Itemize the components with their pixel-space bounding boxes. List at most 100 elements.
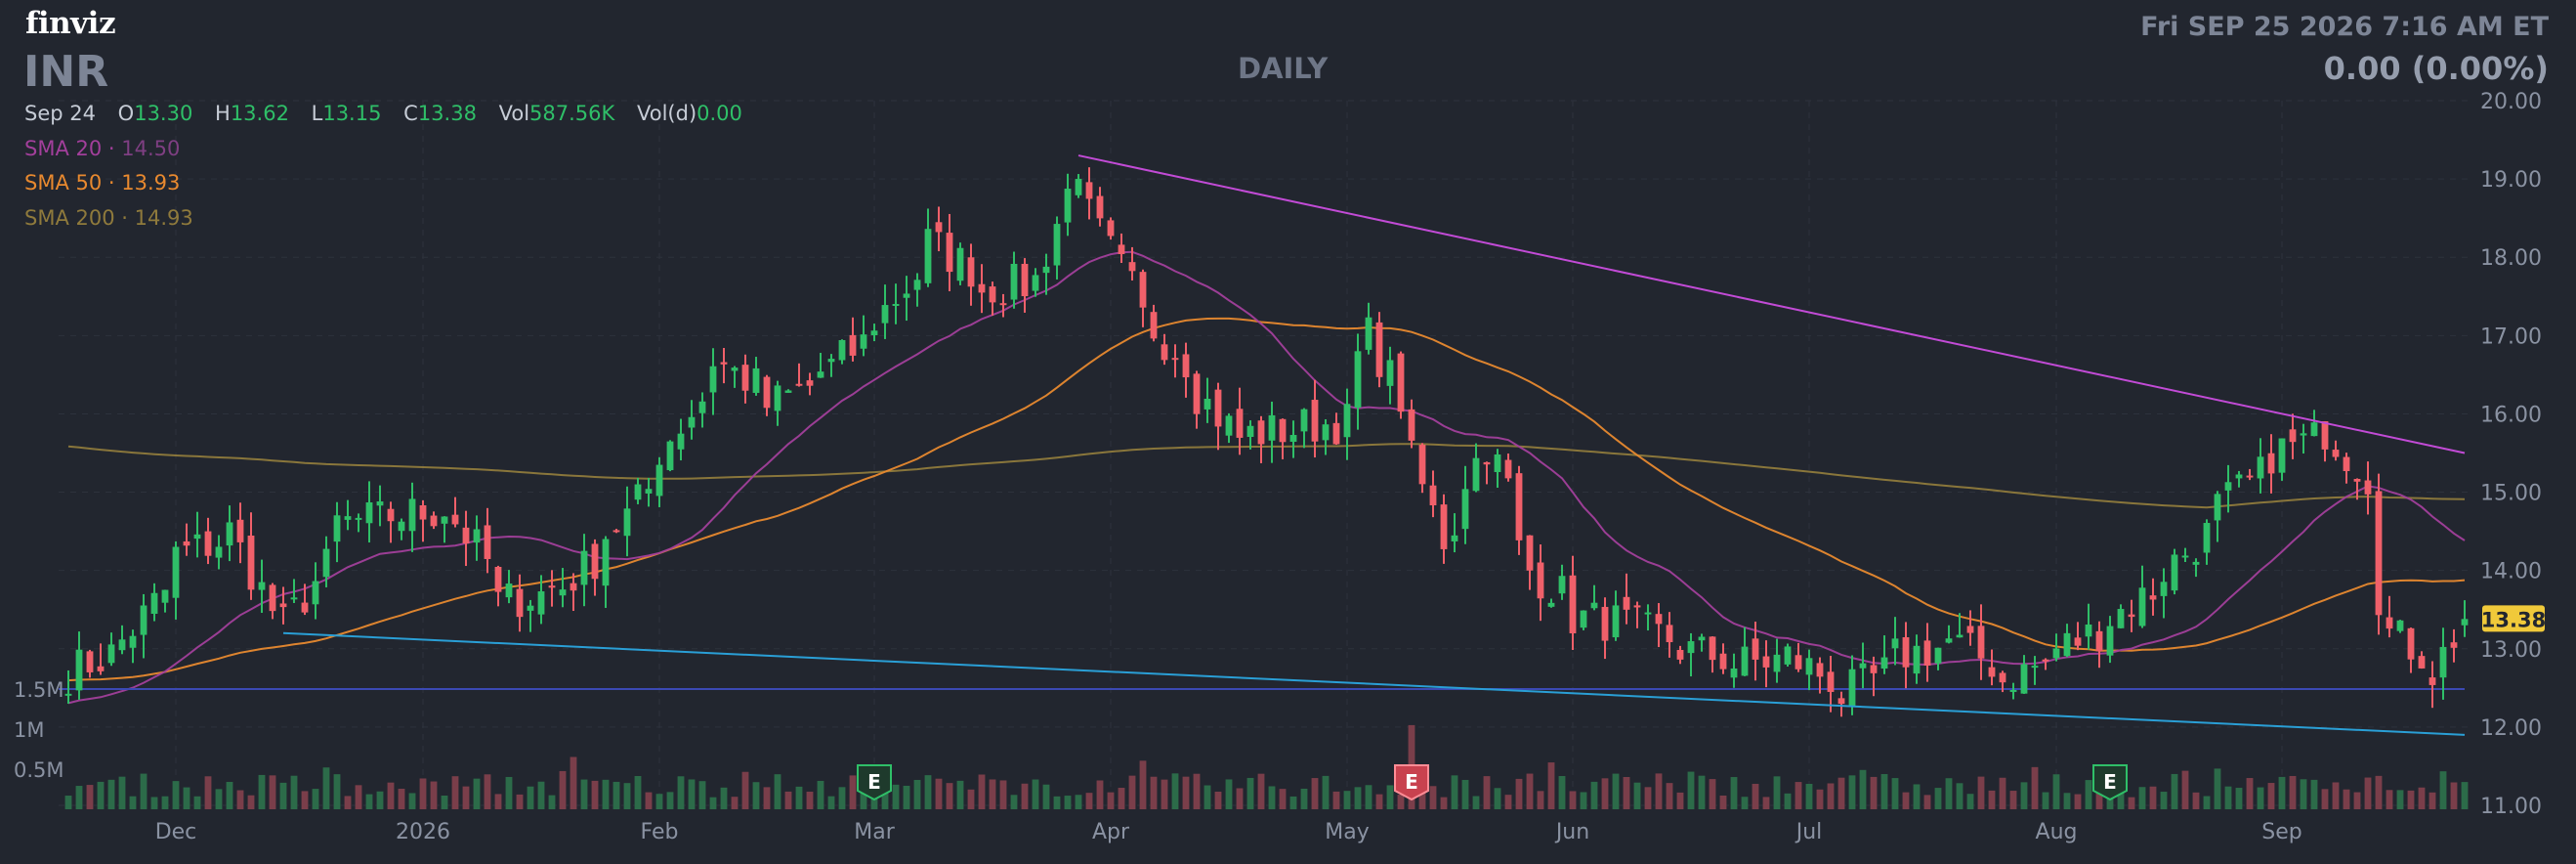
candle-body: [2418, 656, 2426, 669]
volume-bar: [731, 797, 739, 809]
volume-bar: [2428, 792, 2436, 809]
volume-bar: [1558, 775, 1566, 809]
candle-body: [2106, 626, 2114, 656]
candle-body: [946, 233, 953, 273]
candle-body: [924, 229, 932, 283]
earnings-label: E: [2103, 770, 2117, 794]
price-tick-label: 18.00: [2480, 246, 2542, 271]
candle-body: [2085, 624, 2092, 637]
candle-body: [2042, 659, 2049, 662]
volume-bar: [1827, 783, 1835, 809]
candle-body: [698, 401, 706, 413]
time-tick-label: Dec: [155, 820, 197, 844]
volume-bar: [752, 782, 760, 809]
candle-body: [677, 433, 685, 450]
volume-bar: [709, 797, 717, 809]
candle-body: [2386, 617, 2393, 629]
candle-body: [1902, 636, 1910, 668]
volume-bar: [2289, 775, 2297, 809]
volume-bar: [2278, 776, 2286, 809]
volume-bar: [1257, 773, 1265, 809]
volume-bar: [140, 773, 148, 809]
sma50-legend[interactable]: SMA 50 · 13.93: [24, 171, 181, 194]
volume-bar: [1021, 783, 1029, 809]
price-tick-label: 17.00: [2480, 324, 2542, 349]
candle-body: [602, 539, 610, 586]
candle-body: [462, 527, 470, 544]
time-tick-label: Mar: [854, 820, 895, 844]
candle-body: [2461, 619, 2469, 626]
candle-body: [1601, 606, 1609, 641]
candle-body: [1042, 266, 1050, 274]
candle-body: [1988, 667, 1996, 677]
earnings-label: E: [867, 770, 881, 794]
volume-bar: [473, 778, 481, 809]
volume-bar: [2418, 787, 2426, 809]
volume-bar: [1118, 788, 1125, 809]
candle-body: [1472, 457, 1480, 492]
candle-body: [2138, 587, 2146, 626]
volume-bar: [355, 785, 362, 809]
volume-bar: [322, 767, 330, 809]
candle-body: [1236, 409, 1244, 438]
volume-bar: [1332, 791, 1340, 809]
candle-body: [580, 550, 588, 585]
candle-body: [2214, 494, 2221, 521]
volume-dollar-label: Vol(d): [637, 102, 697, 125]
candle-body: [2407, 627, 2415, 660]
datetime-label: Fri SEP 25 2026 7:16 AM ET: [2140, 12, 2549, 42]
volume-bar: [2396, 790, 2404, 809]
trendlines[interactable]: [282, 154, 2466, 736]
candle-body: [161, 589, 169, 603]
candle-body: [1870, 665, 1878, 673]
candle-body: [129, 635, 137, 648]
timeframe-label[interactable]: DAILY: [1238, 52, 1329, 85]
candle-body: [2181, 555, 2189, 558]
volume-bar: [183, 787, 190, 809]
candle-body: [1676, 649, 1684, 660]
candle-body: [2203, 523, 2211, 553]
volume-bar: [1139, 760, 1147, 809]
volume-bar: [344, 796, 352, 809]
volume-bar: [236, 790, 244, 809]
volume-bar: [1128, 775, 1136, 809]
candle-body: [1698, 636, 1706, 641]
volume-bar: [1698, 775, 1706, 809]
candle-body: [301, 602, 309, 613]
volume-bar: [494, 794, 502, 809]
finviz-logo[interactable]: finviz: [25, 6, 116, 41]
ohlc-date: Sep 24: [24, 102, 96, 125]
high-label: H: [215, 102, 231, 125]
candle-body: [441, 516, 448, 524]
volume-bar: [1526, 773, 1534, 809]
volume-bar: [172, 781, 180, 809]
volume-bar: [559, 770, 567, 809]
candle-body: [1709, 636, 1716, 661]
volume-bar: [2085, 780, 2092, 809]
candle-body: [1418, 445, 1426, 485]
candle-body: [527, 605, 534, 611]
candle-body: [1795, 655, 1802, 670]
candle-body: [1257, 420, 1265, 445]
close-label: C: [403, 102, 418, 125]
volume-bar: [1053, 796, 1061, 809]
volume-bar: [365, 794, 373, 809]
chart-axes: 20.00 19.00 18.00 17.00 16.00 15.00 14.00 13.00…: [14, 90, 2546, 844]
candle-body: [172, 546, 180, 598]
candle-body: [107, 644, 115, 664]
sma50-value: 13.93: [121, 171, 181, 194]
candle-body: [1934, 647, 1942, 664]
sma20-legend[interactable]: SMA 20 · 14.50: [24, 137, 181, 160]
candle-body: [1322, 424, 1330, 441]
volume-bar: [1397, 794, 1405, 809]
volume-bar: [2020, 782, 2028, 809]
volume-bar: [774, 774, 781, 809]
sma200-legend[interactable]: SMA 200 · 14.93: [24, 206, 193, 230]
volume-bar: [430, 781, 438, 809]
earnings-marker: E: [2092, 764, 2128, 801]
volume-bar: [537, 781, 545, 809]
candle-body: [312, 581, 319, 605]
candle-body: [2052, 648, 2060, 659]
